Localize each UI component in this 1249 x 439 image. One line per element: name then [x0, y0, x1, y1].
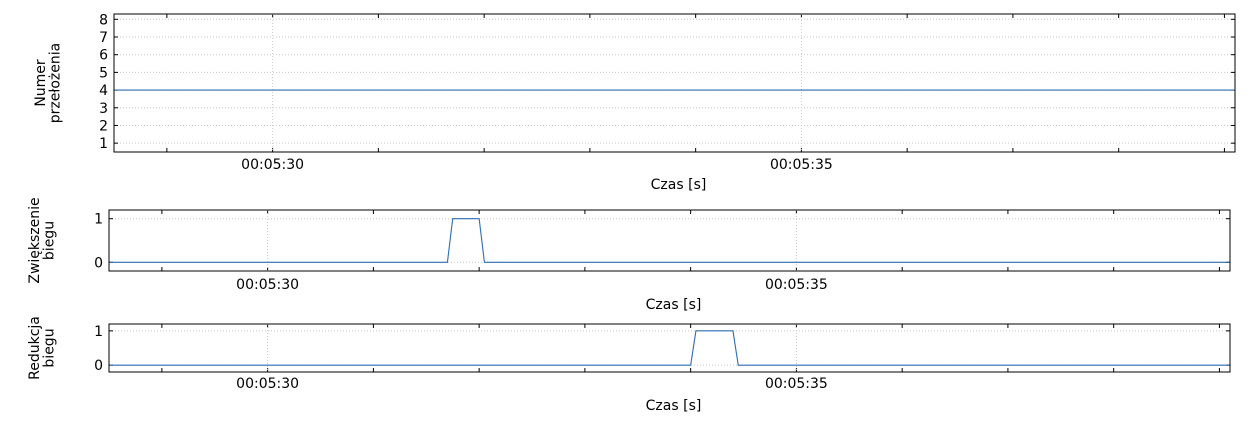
x-tick-label: 00:05:35	[765, 277, 828, 293]
y-tick-label: 3	[99, 101, 108, 117]
y-tick-label: 1	[94, 324, 103, 340]
y-axis-title-line: przełożenia	[48, 43, 64, 123]
y-tick-label: 1	[94, 212, 103, 228]
y-axis-title: Numerprzełożenia	[33, 43, 64, 123]
y-tick-label: 0	[94, 358, 103, 374]
chart-panel-3: 0 1 00:05:30 00:05:35 Czas [s] Redukcjabiegu	[27, 316, 1231, 414]
x-tick-label: 00:05:30	[236, 376, 299, 392]
y-tick-label: 0	[94, 255, 103, 271]
x-tick-label: 00:05:30	[241, 157, 304, 173]
plot-frame	[108, 209, 1231, 272]
y-tick-label: 6	[99, 48, 108, 64]
y-axis-title-line: Numer	[33, 59, 49, 107]
x-axis-title: Czas [s]	[646, 297, 702, 313]
y-tick-label: 1	[99, 136, 108, 152]
y-axis-title-line: Redukcja	[27, 316, 43, 380]
y-axis-title: Zwiększeniebiegu	[27, 197, 58, 283]
x-tick-label: 00:05:35	[770, 157, 833, 173]
plot-frame	[108, 323, 1231, 373]
series-line	[109, 218, 1230, 263]
chart-panel-2: 0 1 00:05:30 00:05:35 Czas [s] Zwiększeniebie…	[27, 197, 1231, 313]
y-axis-title: Redukcjabiegu	[27, 316, 58, 380]
y-axis-title-line: biegu	[42, 221, 58, 260]
x-tick-label: 00:05:30	[236, 277, 299, 293]
x-tick-label: 00:05:35	[765, 376, 828, 392]
y-axis-title-line: biegu	[42, 328, 58, 367]
plot-frame	[113, 13, 1236, 153]
series-line	[109, 330, 1230, 366]
x-axis-title: Czas [s]	[651, 177, 707, 193]
y-tick-label: 4	[99, 83, 108, 99]
y-tick-label: 5	[99, 65, 108, 81]
x-axis-title: Czas [s]	[646, 398, 702, 414]
y-tick-label: 2	[99, 118, 108, 134]
y-tick-label: 8	[99, 12, 108, 28]
y-axis-title-line: Zwiększenie	[27, 197, 43, 283]
y-tick-label: 7	[99, 30, 108, 46]
chart-panel-1: 1 23 4 56 7 8 00:05:30 00:05:35 Czas [s] Numerprz…	[33, 12, 1236, 193]
